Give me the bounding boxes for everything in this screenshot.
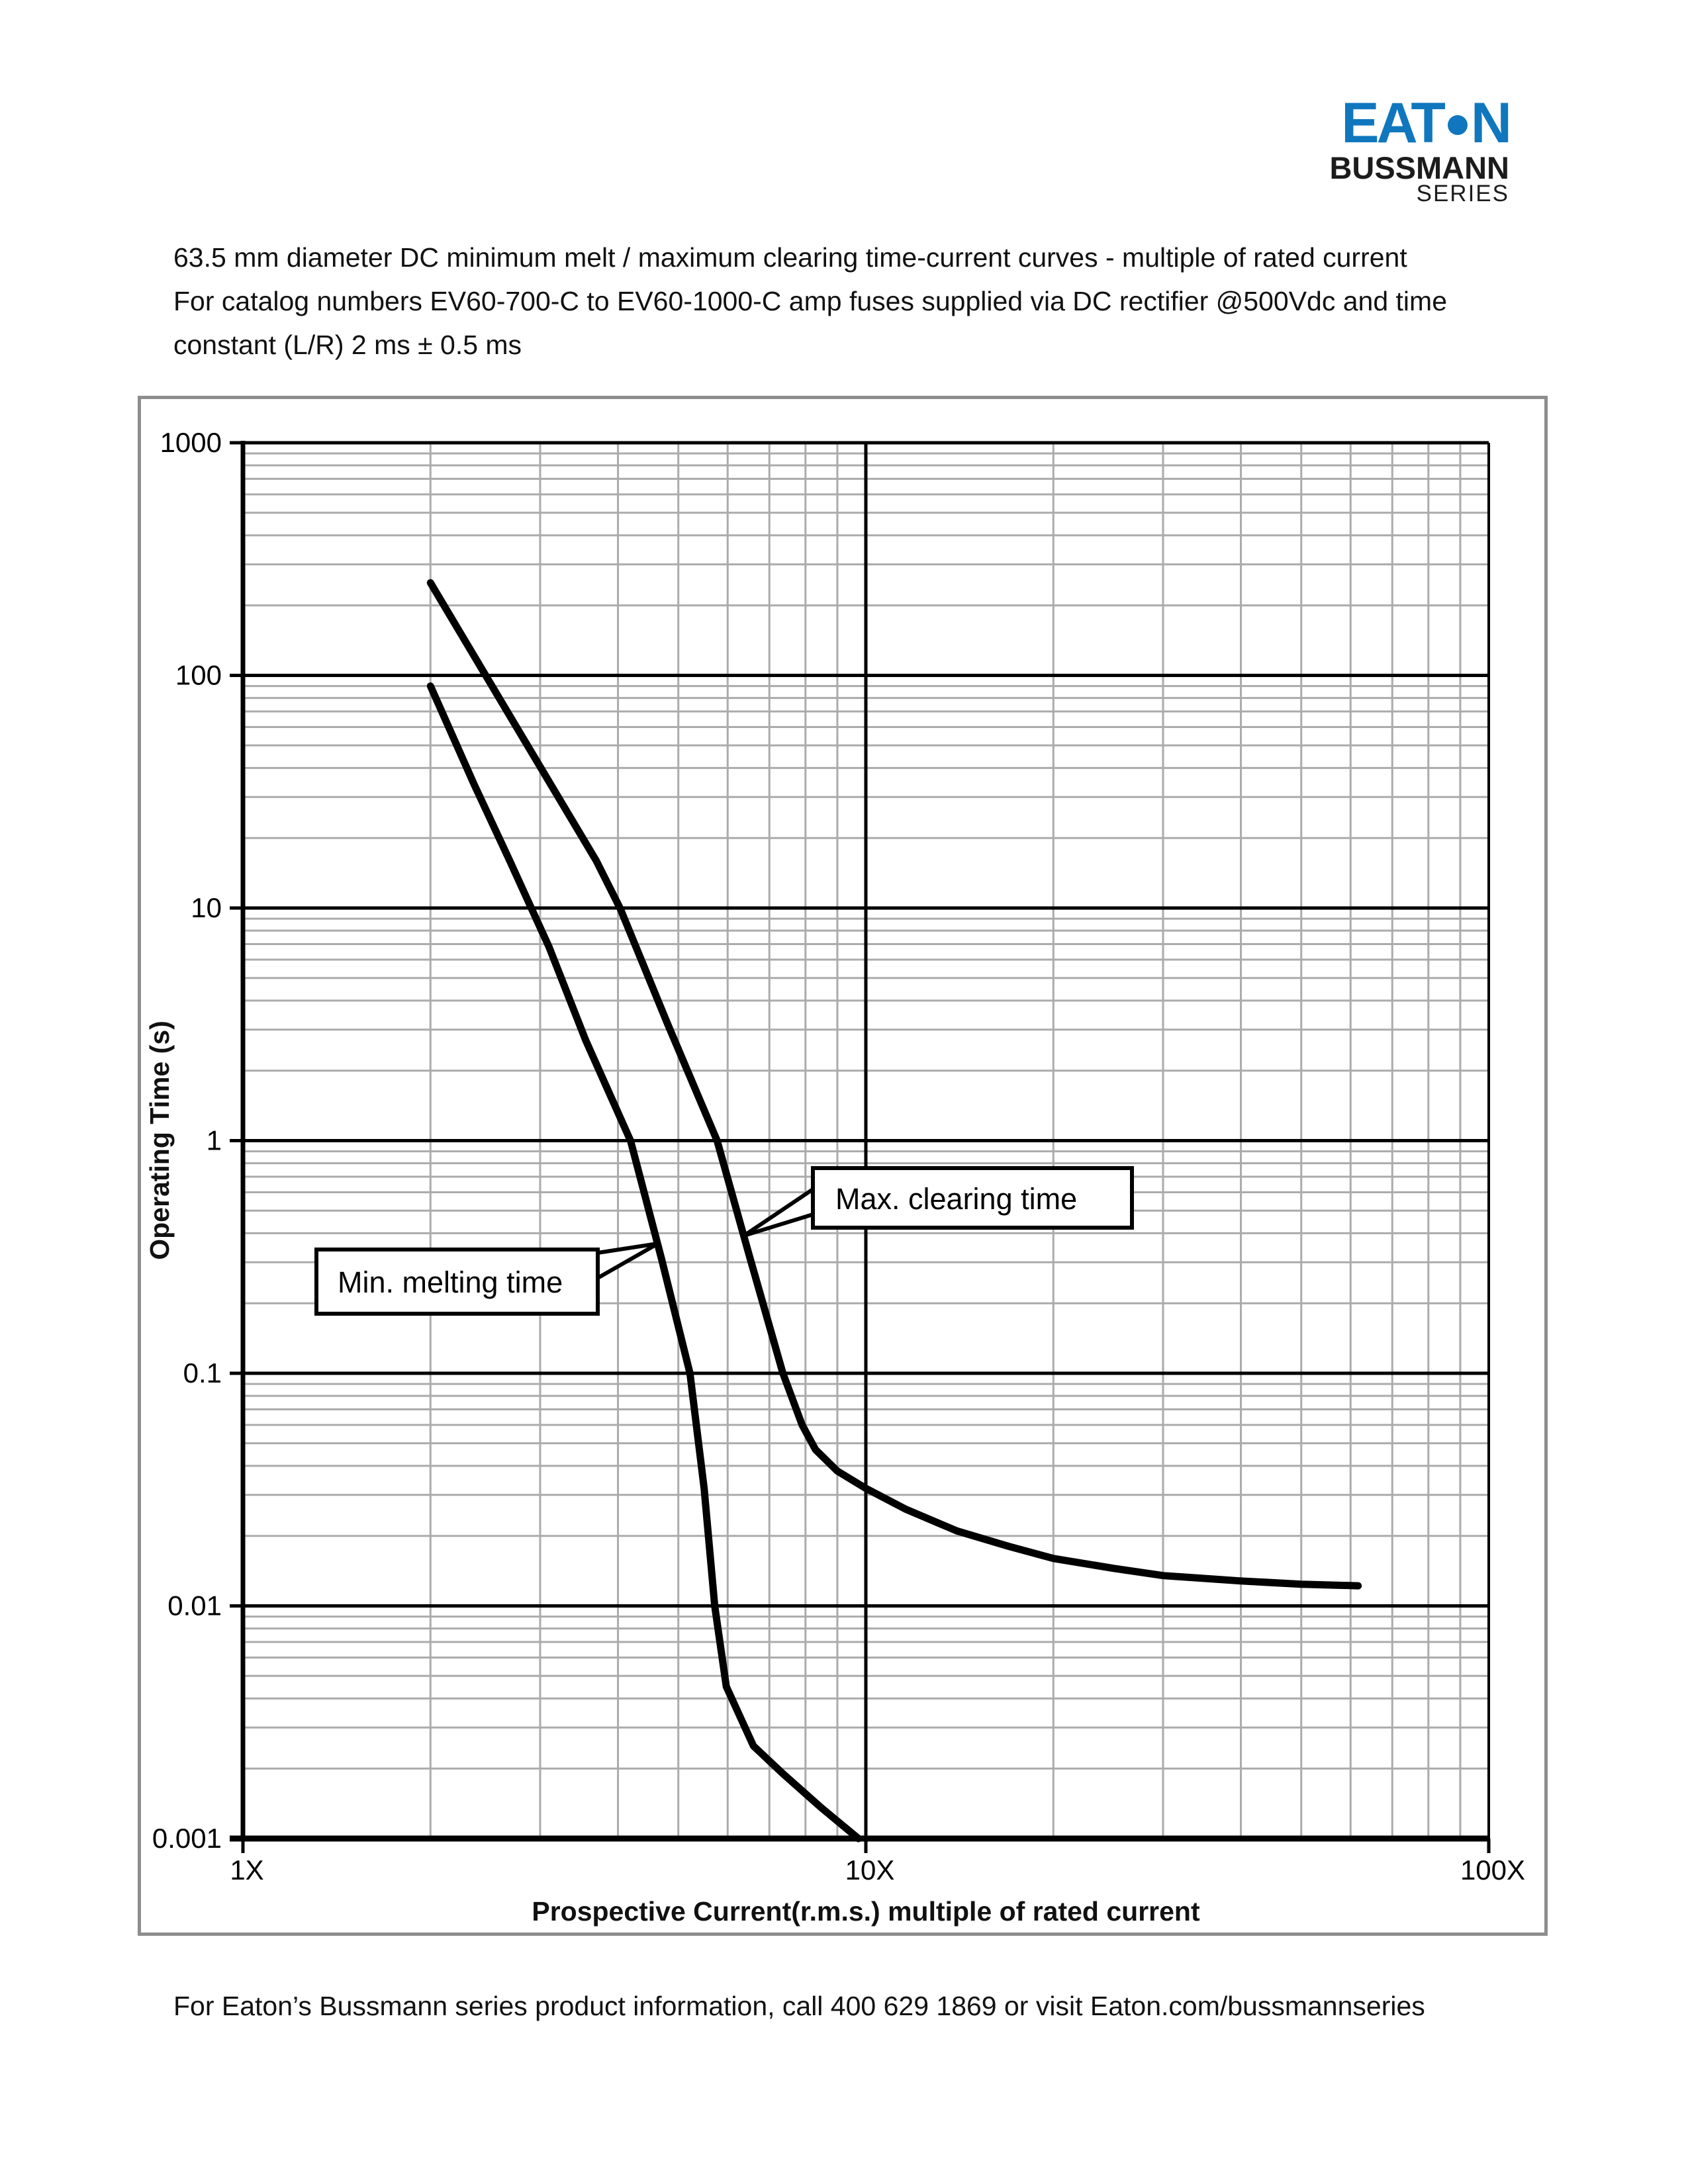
axis-tick-labels: 1000 100 10 1 0.1 0.01 0.001 1X 10X 100X bbox=[152, 427, 1525, 1886]
x-tick-label: 100X bbox=[1460, 1854, 1525, 1886]
footer-contact-line: For Eaton’s Bussmann series product info… bbox=[173, 1991, 1425, 2021]
title-line-2: For catalog numbers EV60-700-C to EV60-1… bbox=[173, 286, 1447, 316]
callout-label: Min. melting time bbox=[338, 1265, 563, 1299]
callout-max-clearing: Max. clearing time bbox=[742, 1166, 1134, 1238]
callout-box bbox=[811, 1166, 1134, 1230]
x-tick-label: 10X bbox=[845, 1854, 895, 1886]
y-tick-label: 0.01 bbox=[167, 1590, 222, 1621]
curves bbox=[426, 579, 1362, 1843]
eaton-bussmann-logo: EAT N BUSSMANN SERIES bbox=[1317, 91, 1512, 206]
callout-leader bbox=[742, 1187, 814, 1238]
callout-label: Max. clearing time bbox=[835, 1182, 1077, 1216]
title-line-1: 63.5 mm diameter DC minimum melt / maxim… bbox=[173, 242, 1407, 273]
chart-outer-frame bbox=[138, 396, 1548, 1936]
x-tick-label: 1X bbox=[230, 1854, 263, 1886]
document-title: 63.5 mm diameter DC minimum melt / maxim… bbox=[173, 236, 1497, 367]
callout-box bbox=[314, 1248, 600, 1316]
eaton-logo-n: N bbox=[1470, 91, 1512, 155]
y-tick-label: 1 bbox=[207, 1125, 222, 1156]
callout-leader bbox=[596, 1242, 660, 1280]
max-clearing-curve bbox=[426, 579, 1362, 1590]
curve-callouts: Min. melting time Max. clearing time bbox=[314, 1166, 1134, 1316]
min-melting-curve bbox=[426, 682, 863, 1843]
y-tick-label: 100 bbox=[175, 660, 222, 691]
major-gridlines bbox=[243, 441, 1490, 1839]
axis-ticks bbox=[230, 441, 1491, 1853]
callout-min-melting: Min. melting time bbox=[314, 1242, 660, 1316]
y-tick-label: 10 bbox=[191, 892, 222, 923]
y-tick-label: 0.001 bbox=[152, 1823, 222, 1854]
eaton-logo-word: EAT N bbox=[1317, 91, 1512, 155]
logo-subtitle2: SERIES bbox=[1416, 181, 1509, 206]
y-axis-title: Operating Time (s) bbox=[144, 1021, 175, 1259]
logo-subtitle: BUSSMANN bbox=[1329, 150, 1509, 185]
y-tick-label: 1000 bbox=[160, 427, 222, 458]
y-tick-label: 0.1 bbox=[183, 1357, 222, 1388]
title-line-3: constant (L/R) 2 ms ± 0.5 ms bbox=[173, 330, 522, 360]
eaton-logo-eat: EAT bbox=[1341, 91, 1446, 155]
x-axis-title: Prospective Current(r.m.s.) multiple of … bbox=[532, 1896, 1200, 1927]
eaton-logo-dot-icon bbox=[1447, 115, 1468, 135]
